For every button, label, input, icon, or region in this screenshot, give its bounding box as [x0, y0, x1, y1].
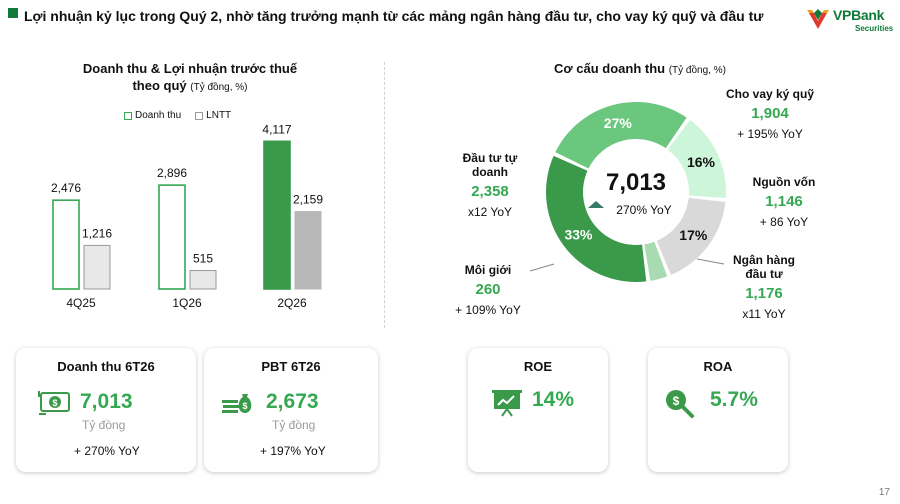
x-tick-2Q26: 2Q26 [277, 296, 307, 310]
kpi-card-roe: ROE 14% [468, 348, 608, 472]
page-title: Lợi nhuận kỷ lục trong Quý 2, nhờ tăng t… [24, 8, 764, 24]
slice-name-0-0: Cho vay ký quỹ [726, 87, 814, 101]
bar-label-revenue-1Q26: 2,896 [157, 166, 187, 180]
legend-swatch-revenue [124, 111, 132, 120]
donut-slice-2 [656, 197, 726, 275]
kpi-card-unit: Tỷ đồng [272, 418, 316, 432]
slice-value-2: 1,176 [745, 285, 783, 302]
bar-chart-legend: Doanh thu LNTT [124, 110, 231, 121]
slice-value-0: 1,904 [751, 105, 789, 122]
bar-label-revenue-4Q25: 2,476 [51, 181, 81, 195]
logo-subtitle: Securities [855, 24, 894, 33]
slice-yoy-1: + 86 YoY [760, 215, 808, 229]
logo-mark-icon [807, 9, 829, 29]
donut-pct-label-4: 33% [564, 226, 593, 242]
donut-slice-0 [555, 101, 687, 169]
svg-text:$: $ [673, 394, 680, 408]
kpi-card-title: ROE [523, 359, 553, 374]
kpi-card-value: 7,013 [80, 390, 133, 413]
x-tick-4Q25: 4Q25 [66, 296, 96, 310]
logo-name: VPBank [833, 7, 885, 23]
bar-label-profit-2Q26: 2,159 [293, 193, 323, 207]
kpi-card-value: 5.7% [710, 388, 758, 411]
slice-name-2-0: Ngân hàng [733, 253, 795, 267]
bar-chart-heading-line1: Doanh thu & Lợi nhuận trước thuế [82, 61, 298, 76]
donut-chart-unit: (Tỷ đồng, %) [668, 65, 726, 76]
bar-profit-1Q26 [189, 270, 217, 290]
bar-revenue-1Q26 [158, 184, 186, 290]
slice-value-1: 1,146 [765, 193, 803, 210]
svg-text:$: $ [52, 398, 57, 408]
slice-yoy-2: x11 YoY [742, 307, 785, 321]
bar-label-profit-4Q25: 1,216 [82, 226, 112, 240]
kpi-card-value: 2,673 [266, 390, 319, 413]
legend-label-profit: LNTT [206, 110, 232, 121]
kpi-card-roa: ROA $ 5.7% [648, 348, 788, 472]
money-bag-icon: $ [222, 394, 252, 413]
bar-revenue-2Q26 [263, 140, 291, 290]
x-tick-1Q26: 1Q26 [172, 296, 202, 310]
donut-center-growth: 270% YoY [616, 203, 671, 217]
kpi-card-pbt: PBT 6T26 $ 2,673 Tỷ đồng + 197% YoY [204, 348, 378, 472]
donut-slice-4 [546, 155, 647, 282]
kpi-card-yoy: + 270% YoY [74, 444, 140, 458]
bar-chart-heading-line2: theo quý [132, 78, 187, 93]
slice-yoy-4: x12 YoY [468, 205, 512, 219]
donut-chart: 27% 16% 17% 33% 7,013 270% YoY Cho vay ký quỹ 1… [455, 87, 816, 321]
slice-yoy-0: + 195% YoY [737, 127, 803, 141]
donut-center-value: 7,013 [606, 169, 666, 196]
slice-name-1-0: Nguồn vốn [753, 175, 816, 189]
magnifier-dollar-icon: $ [666, 390, 694, 418]
donut-chart-title: Cơ cấu doanh thu [554, 61, 666, 76]
section-divider [384, 62, 385, 328]
kpi-card-title: PBT 6T26 [261, 359, 321, 374]
legend-swatch-profit [195, 111, 204, 120]
kpi-card-revenue: Doanh thu 6T26 $ 7,013 Tỷ đồng + 270% Yo… [16, 348, 196, 472]
leader-line-ib [696, 258, 725, 265]
donut-slice-1 [667, 119, 726, 198]
presentation-chart-icon [492, 390, 522, 417]
kpi-card-unit: Tỷ đồng [82, 418, 126, 432]
bar-label-profit-1Q26: 515 [193, 252, 213, 266]
bar-profit-4Q25 [83, 244, 111, 290]
money-cycle-icon: $ [38, 391, 70, 415]
bar-profit-2Q26 [294, 211, 322, 290]
legend-item-profit: LNTT [195, 110, 231, 121]
bar-chart: 2,476 1,216 4Q25 2,896 515 1Q26 4,117 2,159 2Q26 [51, 122, 323, 310]
slice-name-2-1: đầu tư [745, 267, 783, 281]
kpi-card-value: 14% [532, 388, 575, 411]
slice-value-4: 2,358 [471, 183, 509, 200]
kpi-card-yoy: + 197% YoY [260, 444, 326, 458]
bar-revenue-4Q25 [52, 199, 80, 290]
kpi-card-title: ROA [703, 359, 733, 374]
page-number: 17 [878, 487, 890, 498]
donut-pct-label-2: 17% [679, 227, 708, 243]
svg-text:$: $ [242, 401, 247, 411]
legend-label-revenue: Doanh thu [135, 110, 182, 121]
donut-chart-heading: Cơ cấu doanh thu (Tỷ đồng, %) [480, 60, 800, 79]
slice-yoy-3: + 109% YoY [455, 303, 521, 317]
slice-name-4-0: Đầu tư tự [463, 151, 518, 165]
slice-value-3: 260 [475, 281, 500, 298]
bar-label-revenue-2Q26: 4,117 [262, 122, 291, 136]
bar-chart-unit: (Tỷ đồng, %) [190, 82, 248, 93]
title-marker [8, 8, 18, 18]
slice-name-4-1: doanh [472, 165, 508, 179]
bar-chart-heading: Doanh thu & Lợi nhuận trước thuế theo qu… [40, 60, 340, 96]
bar-chart-heading-line2-wrap: theo quý (Tỷ đồng, %) [40, 77, 340, 96]
vpbank-logo: VPBank Securities [805, 5, 895, 37]
donut-pct-label-0: 27% [604, 115, 633, 131]
donut-slice-3 [644, 241, 668, 281]
slice-name-3-0: Môi giới [465, 263, 512, 277]
growth-arrow-icon [588, 201, 604, 208]
legend-item-revenue: Doanh thu [124, 110, 181, 121]
leader-line-brokerage [529, 263, 555, 272]
kpi-card-title: Doanh thu 6T26 [57, 359, 155, 374]
donut-pct-label-1: 16% [687, 154, 716, 170]
